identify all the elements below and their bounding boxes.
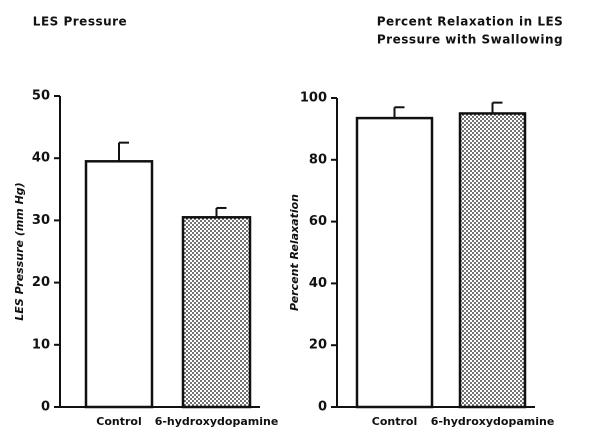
bar: [84, 160, 154, 409]
y-tick-label: 30: [32, 213, 50, 228]
y-tick-label: 60: [309, 214, 327, 229]
bar: [458, 112, 527, 409]
x-tick-label: Control: [96, 415, 141, 428]
y-tick-label: 40: [309, 276, 327, 291]
y-tick-label: 10: [32, 337, 50, 352]
x-tick-label: Control: [372, 415, 417, 428]
chart-title: Pressure with Swallowing: [377, 33, 563, 47]
y-tick-label: 0: [318, 400, 327, 415]
y-tick-label: 100: [300, 91, 327, 106]
y-tick-label: 40: [32, 151, 50, 166]
x-tick-label: 6-hydroxydopamine: [431, 415, 555, 428]
y-tick-label: 0: [41, 400, 50, 415]
y-tick-label: 80: [309, 152, 327, 167]
y-tick-label: 20: [309, 338, 327, 353]
x-tick-label: 6-hydroxydopamine: [155, 415, 279, 428]
chart-title: LES Pressure: [33, 15, 127, 29]
bar: [355, 116, 434, 409]
chart-title: Percent Relaxation in LES: [377, 15, 564, 29]
y-axis-label: LES Pressure (mm Hg): [13, 182, 26, 320]
bar: [181, 216, 252, 409]
y-tick-label: 20: [32, 275, 50, 290]
y-tick-label: 50: [32, 89, 50, 104]
y-axis-label: Percent Relaxation: [288, 194, 301, 311]
